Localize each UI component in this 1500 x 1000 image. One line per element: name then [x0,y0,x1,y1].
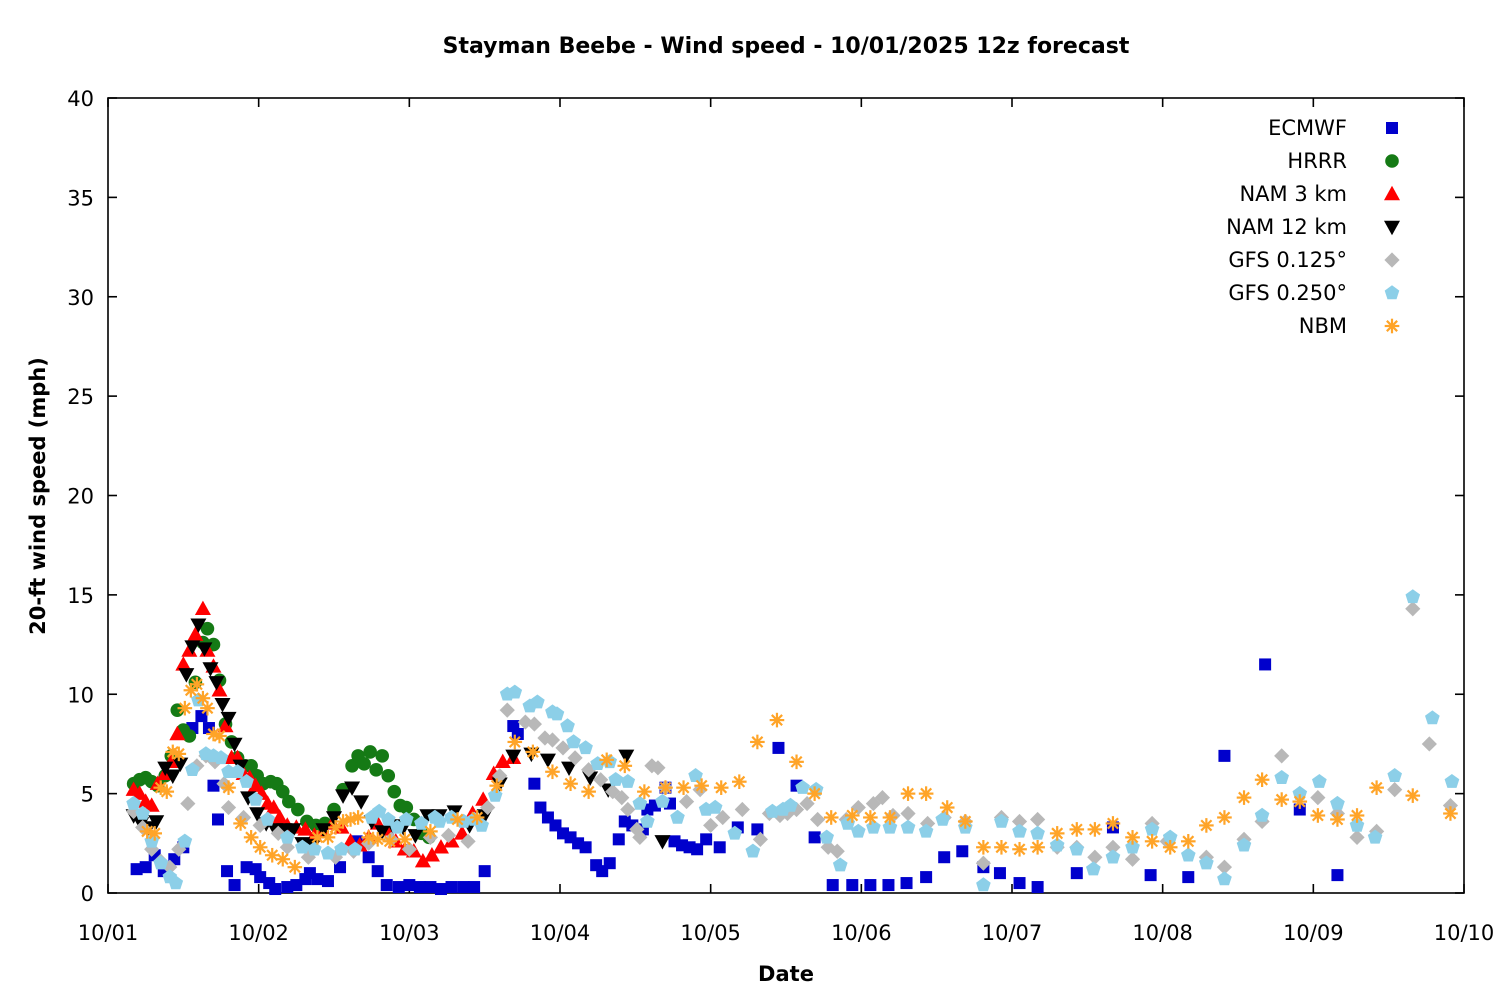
y-tick-label: 25 [67,385,94,409]
legend: ECMWF HRRR NAM 3 km NAM 12 km GFS 0.125° GFS … [1226,111,1401,342]
y-tick-label: 15 [67,584,94,608]
y-tick-label: 20 [67,485,94,509]
nam-3-km-marker-icon [1384,185,1400,200]
x-tick-label: 10/06 [831,921,892,945]
legend-label-nam-12-km: NAM 12 km [1226,214,1347,239]
chart-title: Stayman Beebe - Wind speed - 10/01/2025 … [442,34,1130,59]
legend-label-nbm: NBM [1298,313,1347,338]
x-tick-label: 10/04 [530,921,591,945]
x-tick-label: 10/09 [1283,921,1344,945]
x-tick-label: 10/01 [78,921,139,945]
x-tick-label: 10/02 [228,921,289,945]
legend-label-nam-3-km: NAM 3 km [1239,181,1347,206]
legend-item-gfs-0-250: GFS 0.250° [1226,276,1401,309]
series-hrrr [126,621,436,845]
nbm-marker-icon [1384,318,1400,333]
y-tick-label: 30 [67,286,94,310]
gfs-0-125-marker-icon [1384,251,1400,268]
legend-item-ecmwf: ECMWF [1226,111,1401,144]
nam-12-km-marker-icon [1384,220,1400,235]
x-tick-label: 10/10 [1434,921,1495,945]
axis-ticks [107,97,1465,894]
series-nbm [139,677,1458,875]
x-tick-label: 10/07 [982,921,1043,945]
y-tick-label: 5 [81,783,94,807]
legend-item-hrrr: HRRR [1226,144,1401,177]
y-tick-label: 40 [67,87,94,111]
x-axis-label: Date [758,962,814,986]
legend-item-gfs-0-125: GFS 0.125° [1226,243,1401,276]
series-gfs-0-250 [126,589,1460,892]
x-tick-label: 10/05 [680,921,741,945]
legend-label-ecmwf: ECMWF [1268,115,1347,140]
axis-tick-labels: 10/01 10/02 10/03 10/04 10/05 10/06 10/07 10/08… [67,87,1494,945]
legend-item-nbm: NBM [1226,309,1401,342]
x-tick-label: 10/08 [1132,921,1193,945]
x-tick-label: 10/03 [379,921,440,945]
legend-item-nam-3-km: NAM 3 km [1226,177,1401,210]
legend-label-gfs-0-250: GFS 0.250° [1228,280,1347,305]
ecmwf-marker-icon [1386,121,1398,134]
y-axis-label: 20-ft wind speed (mph) [26,357,50,635]
y-tick-label: 0 [81,882,94,906]
y-tick-label: 10 [67,683,94,707]
legend-label-gfs-0-125: GFS 0.125° [1228,247,1347,272]
series-ecmwf [130,658,1344,896]
hrrr-marker-icon [1385,153,1399,168]
gfs-0-250-marker-icon [1384,284,1400,299]
y-tick-label: 35 [67,186,94,210]
legend-item-nam-12-km: NAM 12 km [1226,210,1401,243]
legend-label-hrrr: HRRR [1287,148,1347,173]
